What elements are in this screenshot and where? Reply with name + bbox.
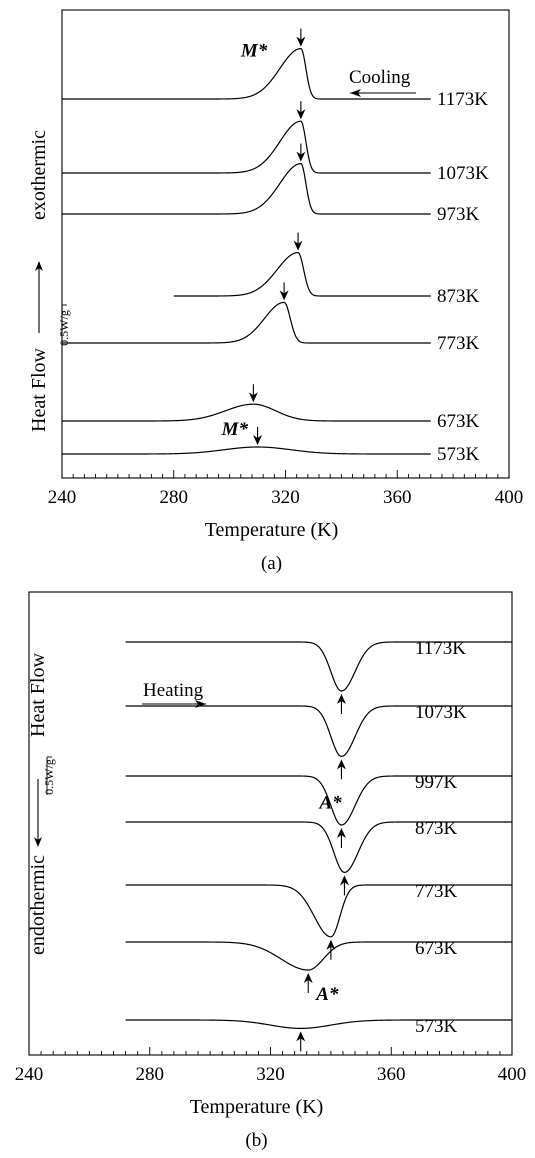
peak-arrow-head <box>248 392 258 403</box>
series-curve-1173K <box>125 641 512 692</box>
series-label-1073K: 1073K <box>437 163 489 184</box>
series-curve-873K <box>125 821 512 874</box>
series-label-973K: 973K <box>437 204 480 225</box>
peak-arrow-head <box>326 939 336 950</box>
peak-arrow-head <box>296 1031 306 1042</box>
peak-arrow-head <box>279 290 289 301</box>
y-axis-direction-text: endothermic <box>27 855 49 955</box>
x-tick-label: 240 <box>48 487 77 508</box>
panel-label: (b) <box>245 1130 267 1151</box>
series-curve-1073K <box>62 120 431 174</box>
mode-label: Cooling <box>349 67 411 88</box>
series-curve-773K <box>62 301 431 344</box>
x-tick-label: 400 <box>495 487 524 508</box>
annotation-label: A* <box>318 792 342 813</box>
x-tick-label: 360 <box>383 487 412 508</box>
y-axis-label: Heat Flow exothermic <box>28 130 50 432</box>
peak-arrow-head <box>253 435 263 445</box>
panel-label: (a) <box>261 553 282 574</box>
y-axis-label-text: Heat Flow <box>28 348 50 432</box>
series-curve-773K <box>125 884 512 938</box>
x-tick-label: 240 <box>15 1064 44 1085</box>
series-label-1173K: 1173K <box>437 89 488 110</box>
series-curve-973K <box>62 162 431 215</box>
series-label-873K: 873K <box>415 818 458 839</box>
scale-bar-label: 0.5W/g <box>42 759 56 795</box>
peak-arrow-head <box>293 240 303 251</box>
scale-bar-label-group: 0.5W/g <box>42 759 56 795</box>
series-label-1173K: 1173K <box>415 638 466 659</box>
panel-b-heating: 240 280 320 360 400 Temperature (K) (b) endothe… <box>15 591 527 1151</box>
x-axis-label: Temperature (K) <box>190 1096 324 1118</box>
y-axis-label: endothermic Heat Flow <box>27 653 49 955</box>
series-label-773K: 773K <box>415 881 458 902</box>
peak-arrow-head <box>336 828 346 838</box>
annotation-label: A* <box>315 984 339 1005</box>
series-curve-573K <box>125 1019 512 1029</box>
x-tick-label: 280 <box>136 1064 165 1085</box>
peak-arrow-head <box>336 694 346 704</box>
mode-arrow-head <box>350 89 361 97</box>
annotation-label: M* <box>240 41 268 62</box>
peak-arrow-head <box>303 973 313 983</box>
series-label-997K: 997K <box>415 772 458 793</box>
y-axis-label-text: Heat Flow <box>27 653 49 737</box>
series-curve-573K <box>62 446 431 455</box>
panel-a-cooling: 240 280 320 360 400 Temperature (K) (a) Heat Fl… <box>28 9 524 574</box>
y-axis-direction-text: exothermic <box>28 130 50 220</box>
series-label-673K: 673K <box>437 411 480 432</box>
x-tick-label: 280 <box>160 487 189 508</box>
mode-label: Heating <box>143 680 204 701</box>
peak-arrow-head <box>336 759 346 770</box>
scale-bar-label-group: 0.5W/g <box>57 310 71 346</box>
series-curve-673K <box>125 941 512 971</box>
series-label-573K: 573K <box>415 1016 458 1037</box>
series-curve-673K <box>62 403 431 422</box>
peak-arrow-head <box>296 151 306 162</box>
peak-arrow-head <box>296 109 306 120</box>
series-label-1073K: 1073K <box>415 702 467 723</box>
x-tick-label: 360 <box>377 1064 406 1085</box>
series-curve-1173K <box>62 47 431 100</box>
x-tick-label: 320 <box>256 1064 285 1085</box>
peak-arrow-head <box>296 36 306 47</box>
y-axis-arrow-head <box>34 837 42 847</box>
series-curve-997K <box>125 775 512 826</box>
series-curve-1073K <box>125 705 512 758</box>
series-label-673K: 673K <box>415 938 458 959</box>
x-axis-label: Temperature (K) <box>205 519 339 541</box>
series-label-873K: 873K <box>437 286 480 307</box>
annotation-label: M* <box>221 419 249 440</box>
x-tick-label: 400 <box>498 1064 527 1085</box>
plot-frame <box>61 9 510 479</box>
y-axis-arrow-head <box>35 261 43 271</box>
series-label-773K: 773K <box>437 333 480 354</box>
series-curve-873K <box>173 251 431 297</box>
series-label-573K: 573K <box>437 444 480 465</box>
scale-bar-label: 0.5W/g <box>57 310 71 346</box>
x-tick-label: 320 <box>271 487 300 508</box>
peak-arrow-head <box>339 875 349 886</box>
